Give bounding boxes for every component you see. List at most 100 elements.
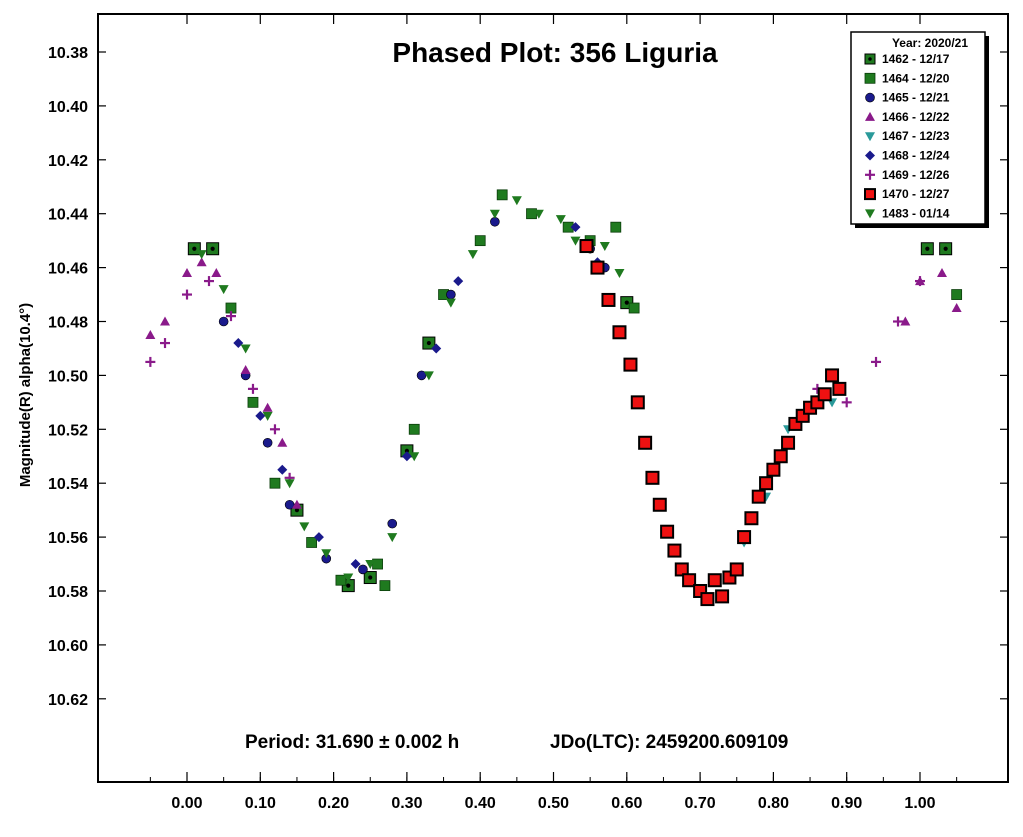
legend-marker	[864, 53, 876, 65]
data-point	[773, 449, 788, 464]
data-point	[841, 397, 852, 408]
data-point	[269, 477, 281, 489]
data-point	[240, 365, 251, 375]
legend-entry: 1483 - 01/14	[865, 206, 950, 220]
data-point	[570, 222, 581, 233]
data-point	[590, 260, 605, 275]
jdo-annotation: JDo(LTC): 2459200.609109	[550, 732, 788, 753]
y-tick-label: 10.56	[48, 530, 88, 547]
data-point	[715, 589, 730, 604]
y-tick-label: 10.46	[48, 261, 88, 278]
legend-marker	[864, 188, 876, 201]
legend-label: 1470 - 12/27	[882, 187, 950, 201]
data-point	[160, 338, 171, 349]
axis-ticks	[98, 14, 1008, 782]
data-point	[915, 276, 925, 287]
data-point	[203, 276, 214, 287]
data-point	[951, 289, 963, 300]
data-point	[936, 267, 947, 277]
data-point	[211, 267, 222, 277]
y-tick-label: 10.42	[48, 153, 88, 170]
y-axis-label: Magnitude(R) alpha(10.4°)	[17, 303, 34, 487]
legend-marker	[864, 72, 876, 84]
data-point	[401, 451, 412, 462]
chart-title: Phased Plot: 356 Liguria	[392, 37, 718, 68]
legend-label: 1468 - 12/24	[882, 149, 950, 163]
data-point	[630, 395, 645, 410]
data-point	[729, 562, 744, 577]
data-point	[638, 435, 653, 450]
data-point	[601, 292, 616, 307]
data-point	[781, 435, 796, 450]
data-point	[467, 250, 478, 260]
legend-entry: 1466 - 12/22	[865, 110, 950, 124]
data-point	[489, 209, 500, 219]
data-point	[511, 196, 522, 206]
data-point	[682, 573, 697, 588]
legend-label: 1483 - 01/14	[882, 206, 950, 220]
data-point	[321, 549, 332, 559]
data-point	[599, 242, 610, 252]
data-point	[206, 242, 220, 256]
legend-entry: 1462 - 12/17	[864, 52, 950, 66]
y-tick-label: 10.48	[48, 315, 88, 332]
data-point	[652, 497, 667, 512]
legend-entry: 1470 - 12/27	[864, 187, 950, 201]
x-tick-label: 0.50	[538, 795, 569, 812]
data-point	[766, 462, 781, 477]
data-point	[416, 370, 427, 381]
legend-label: 1466 - 12/22	[882, 110, 950, 124]
data-point	[408, 423, 420, 435]
data-point	[277, 437, 288, 447]
data-point	[277, 464, 288, 475]
y-tick-label: 10.38	[48, 45, 88, 62]
data-point	[365, 560, 376, 570]
data-point	[284, 479, 295, 489]
x-axis-tick-labels: 0.00 0.10 0.20 0.30 0.40 0.50 0.60 0.70 0.80 0.90…	[171, 795, 935, 812]
data-point	[240, 344, 251, 354]
legend-entry: 1468 - 12/24	[865, 149, 950, 163]
data-point	[446, 289, 456, 300]
y-tick-label: 10.50	[48, 368, 88, 385]
data-point	[555, 215, 566, 225]
x-tick-label: 0.80	[758, 795, 789, 812]
data-point	[612, 325, 627, 340]
data-point	[453, 276, 464, 287]
data-point	[667, 543, 682, 558]
data-point	[579, 239, 594, 254]
data-point	[145, 356, 156, 367]
data-point	[196, 250, 207, 260]
data-point	[423, 371, 434, 381]
data-point	[299, 522, 310, 532]
y-tick-label: 10.60	[48, 638, 88, 655]
legend-label: 1467 - 12/23	[882, 129, 950, 143]
x-tick-label: 0.40	[465, 795, 496, 812]
legend-entry: 1469 - 12/26	[865, 168, 950, 182]
legend-marker	[865, 132, 875, 142]
data-point	[570, 236, 581, 246]
x-tick-label: 0.60	[611, 795, 642, 812]
data-point	[262, 437, 273, 448]
data-point	[474, 235, 486, 247]
data-point	[387, 518, 398, 529]
data-point	[614, 268, 625, 278]
x-tick-label: 1.00	[904, 795, 935, 812]
data-point	[335, 574, 347, 586]
data-point	[363, 571, 377, 585]
data-point	[939, 242, 953, 256]
data-point	[628, 302, 640, 314]
legend-label: 1465 - 12/21	[882, 91, 950, 105]
data-point	[610, 221, 622, 233]
x-tick-label: 0.90	[831, 795, 862, 812]
data-point	[269, 424, 280, 435]
data-point	[379, 580, 391, 592]
y-tick-label: 10.62	[48, 692, 88, 709]
legend-label: 1469 - 12/26	[882, 168, 950, 182]
data-point	[218, 285, 229, 295]
data-point	[255, 410, 266, 421]
legend-entry: 1467 - 12/23	[865, 129, 950, 143]
data-point	[645, 470, 660, 485]
legend-entry: 1464 - 12/20	[864, 71, 950, 85]
legend-marker	[865, 111, 875, 121]
